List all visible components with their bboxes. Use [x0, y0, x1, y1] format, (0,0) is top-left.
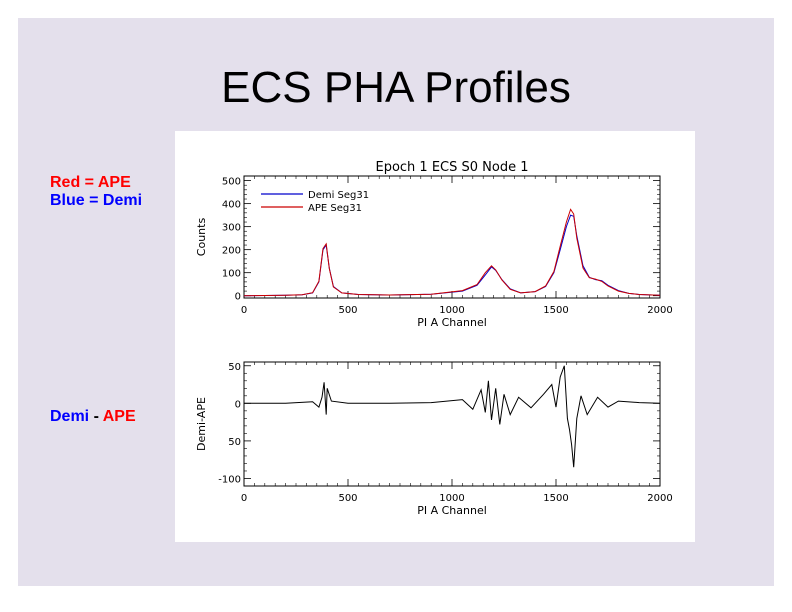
- bottom-ytick-label: 0: [235, 399, 241, 410]
- top-ytick-label: 400: [222, 200, 241, 211]
- top-ytick-label: 500: [222, 177, 241, 188]
- bottom-xtick-label: 2000: [647, 493, 672, 504]
- top-xtick-label: 1500: [543, 305, 568, 316]
- difference-note-demi: Demi: [50, 408, 90, 425]
- top-xtick-label: 2000: [647, 305, 672, 316]
- top-ytick-label: 0: [235, 292, 241, 303]
- top-xtick-label: 1000: [439, 305, 464, 316]
- bottom-xtick-label: 1000: [439, 493, 464, 504]
- bottom-plot-frame: [243, 361, 661, 487]
- top-ytick-label: 200: [222, 246, 241, 257]
- top-legend-label-0: Demi Seg31: [308, 190, 369, 201]
- top-ytick-label: 100: [222, 269, 241, 280]
- bottom-xtick-label: 0: [241, 493, 247, 504]
- difference-note-separator: -: [89, 408, 103, 425]
- bottom-ytick-label: 50: [228, 437, 241, 448]
- top-ytick-label: 300: [222, 223, 241, 234]
- difference-note-ape: APE: [102, 408, 136, 425]
- chart-panel: 0 500 1000 1500 2000 0 100 200 300 400 500 Epoch 1 …: [175, 131, 695, 542]
- top-xtick-label: 500: [338, 305, 357, 316]
- difference-note: Demi - APE: [50, 408, 136, 426]
- bottom-y-axis-label: Demi-APE: [195, 397, 208, 451]
- bottom-ytick-label: -100: [218, 474, 241, 485]
- top-legend-label-1: APE Seg31: [308, 203, 362, 214]
- top-chart-title: Epoch 1 ECS S0 Node 1: [375, 160, 528, 175]
- top-x-axis-label: PI A Channel: [417, 316, 487, 329]
- blue-legend-note: Blue = Demi: [50, 192, 143, 209]
- bottom-series-line-0: [244, 365, 661, 468]
- red-legend-note: Red = APE: [50, 174, 131, 191]
- top-y-axis-label: Counts: [195, 218, 208, 257]
- bottom-x-axis-label: PI A Channel: [417, 504, 487, 517]
- slide-title: ECS PHA Profiles: [221, 63, 571, 112]
- top-series-line-0: [243, 214, 661, 297]
- top-series-line-1: [243, 208, 661, 297]
- bottom-xtick-label: 1500: [543, 493, 568, 504]
- bottom-ytick-label: 50: [228, 362, 241, 373]
- top-xtick-label: 0: [241, 305, 247, 316]
- bottom-xtick-label: 500: [338, 493, 357, 504]
